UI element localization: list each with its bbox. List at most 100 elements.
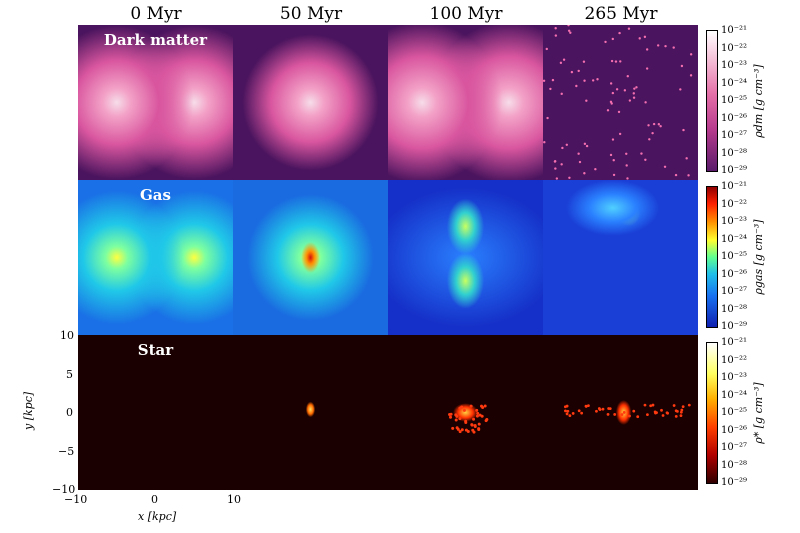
dark-matter-panel-50myr <box>233 25 388 180</box>
particle <box>454 418 458 422</box>
particle <box>583 172 586 175</box>
particle <box>587 404 590 408</box>
y-tick-5: 5 <box>66 368 73 381</box>
particle <box>472 417 476 421</box>
dark-matter-panel-0myr: Dark matter <box>78 25 233 180</box>
particle <box>483 404 487 408</box>
particle <box>680 64 684 68</box>
particle <box>455 414 459 418</box>
particle <box>560 92 563 96</box>
particle <box>480 414 484 418</box>
particle <box>664 44 667 48</box>
particle <box>648 138 651 141</box>
column-title-2: 100 Myr <box>429 4 503 24</box>
particle <box>554 27 557 30</box>
particle <box>656 44 660 47</box>
particle <box>585 144 589 148</box>
particle <box>611 138 615 141</box>
particle <box>567 29 571 32</box>
particle <box>546 116 549 120</box>
colorbar-tick: 10⁻²¹ <box>721 25 748 36</box>
particle <box>582 60 586 63</box>
particle <box>674 414 678 418</box>
column-title-1: 50 Myr <box>279 4 343 24</box>
particle <box>475 414 479 418</box>
particle <box>622 411 626 414</box>
gas-panel-50myr <box>233 180 388 335</box>
particle <box>551 78 555 82</box>
particle <box>644 101 647 104</box>
particle <box>571 412 575 415</box>
particle <box>643 35 647 39</box>
particle <box>485 418 489 422</box>
particle <box>583 79 586 82</box>
particle <box>689 74 693 77</box>
star-panel-100myr <box>388 335 543 490</box>
particle <box>625 152 628 155</box>
gas-panel-265myr <box>543 180 698 335</box>
x-tick-minus10: −10 <box>64 493 88 506</box>
particle <box>626 75 629 78</box>
star-particles-265myr <box>563 403 691 419</box>
colorbar-tick: 10⁻²⁹ <box>721 477 748 488</box>
star-panel-265myr <box>543 335 698 490</box>
particle <box>635 86 638 89</box>
particle <box>619 60 622 63</box>
particle <box>477 422 481 426</box>
particle <box>555 177 559 180</box>
x-tick-0: 0 <box>151 493 158 506</box>
particle <box>458 417 462 421</box>
particle <box>462 408 466 412</box>
particle <box>626 177 629 180</box>
particle <box>659 124 662 128</box>
row-label-dark-matter: Dark matter <box>103 31 208 49</box>
colorbar-label-gas: ρgas [g cm⁻³] <box>752 219 765 295</box>
particle <box>657 123 661 126</box>
particle <box>644 158 647 161</box>
particle <box>578 160 582 164</box>
gas-panel-100myr <box>388 180 543 335</box>
particle <box>638 37 641 40</box>
particle <box>585 99 588 102</box>
colorbar-tick: 10⁻²⁵ <box>721 407 748 418</box>
particle <box>584 405 588 408</box>
particle <box>566 409 570 413</box>
particle <box>617 110 621 114</box>
y-axis-label: y [kpc] <box>22 391 35 430</box>
colorbar-label-star: ρ* [g cm⁻³] <box>752 382 765 444</box>
colorbar-gas <box>706 186 718 328</box>
particle <box>623 89 627 92</box>
column-title-0: 0 Myr <box>130 4 182 24</box>
particle <box>620 413 624 416</box>
particle <box>615 88 619 91</box>
particle <box>568 176 571 179</box>
particle <box>665 411 669 415</box>
particle <box>680 408 684 412</box>
particle <box>687 174 690 177</box>
colorbar-tick: 10⁻²⁴ <box>721 233 748 245</box>
particle <box>554 167 557 170</box>
particle <box>460 405 464 409</box>
particle <box>568 414 572 418</box>
dark-matter-panel-100myr <box>388 25 543 180</box>
row-label-star: Star <box>137 341 174 359</box>
dark-matter-particles <box>543 25 693 180</box>
colorbar-tick: 10⁻²² <box>721 42 748 54</box>
particle <box>640 152 643 155</box>
y-tick-minus10: −10 <box>52 483 76 496</box>
particle <box>643 403 647 407</box>
particle <box>633 87 636 90</box>
particle <box>449 412 453 416</box>
colorbar-tick: 10⁻²⁶ <box>721 424 748 436</box>
particle <box>545 47 548 51</box>
particle <box>565 404 569 408</box>
particle <box>685 157 688 160</box>
particle <box>591 79 595 82</box>
particle <box>471 428 475 432</box>
particle <box>647 124 650 127</box>
particle <box>679 414 683 418</box>
particle <box>649 404 653 408</box>
colorbar-tick: 10⁻²⁸ <box>721 147 748 159</box>
y-tick-0: 0 <box>66 406 73 419</box>
colorbar-tick: 10⁻²² <box>721 198 748 210</box>
